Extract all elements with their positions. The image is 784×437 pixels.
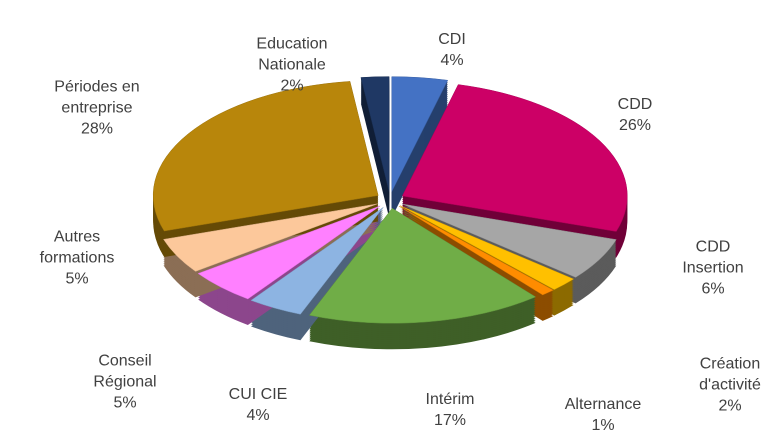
value-label: 2% [280,77,304,95]
slice-label: CDD 26% [605,94,665,136]
category-name: CDI [438,31,466,48]
slice-label: CDD Insertion 6% [673,237,753,300]
category-name: Intérim [425,391,475,408]
category-name: CDD [617,96,653,113]
category-name: Education Nationale [256,35,328,74]
slice [152,81,379,232]
value-label: 5% [113,394,137,412]
category-name: CUI CIE [228,386,288,403]
category-name: Périodes en entreprise [54,78,140,117]
slice [360,76,390,192]
slice [401,84,628,232]
slice-label: CUI CIE 4% [218,384,298,426]
slice [308,207,537,324]
value-label: 17% [433,412,467,429]
value-label: 2% [718,397,742,415]
slice [197,205,381,300]
slice [391,76,449,192]
value-label: 4% [440,52,464,69]
category-name: Alternance [564,396,642,413]
slice-label: Education Nationale 2% [237,34,347,97]
slice-label: Autres formations 5% [27,227,127,290]
value-label: 26% [618,117,652,134]
category-name: Conseil Régional [93,352,157,391]
slice [400,205,575,290]
value-label: 4% [246,407,270,424]
slice [399,206,554,296]
pie-tops [152,76,628,324]
category-name: Création d'activité [699,355,761,394]
value-label: 6% [701,280,725,298]
slice-label: Alternance 1% [548,394,658,436]
value-label: 5% [65,270,89,288]
value-label: 28% [80,120,114,138]
slice-label: Intérim 17% [410,389,490,431]
slice [163,203,378,272]
slice-label: Périodes en entreprise 28% [32,77,162,140]
slice-label: Création d'activité 2% [680,354,780,417]
slice-label: Conseil Régional 5% [75,351,175,414]
slice-label: CDI 4% [422,29,482,71]
value-label: 1% [591,417,615,434]
slice [402,203,617,278]
slice [250,207,384,315]
category-name: Autres formations [39,228,115,267]
category-name: CDD Insertion [682,238,744,277]
